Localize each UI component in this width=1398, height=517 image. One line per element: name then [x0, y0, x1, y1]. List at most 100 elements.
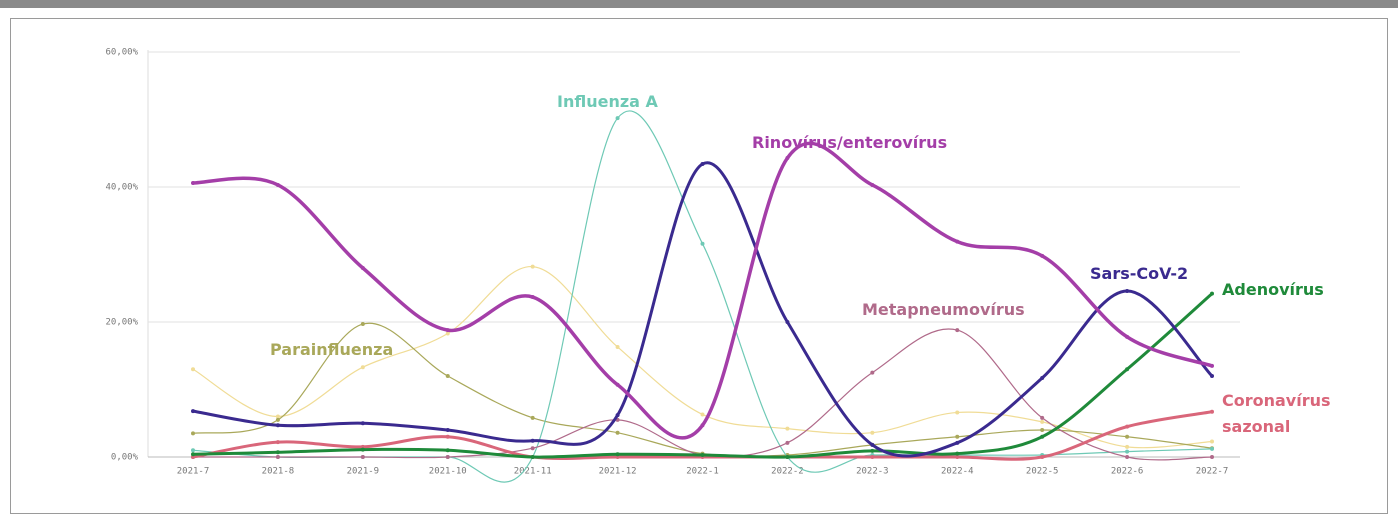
data-point [530, 295, 535, 300]
data-point [1210, 363, 1214, 368]
data-point [1210, 446, 1214, 451]
data-point [870, 442, 875, 447]
series-line [192, 161, 1214, 458]
chart-frame [10, 18, 1388, 514]
data-point [615, 116, 620, 121]
data-point [445, 428, 450, 432]
series-label: Sars-CoV-2 [1090, 264, 1189, 283]
x-tick-label: 2022-5 [1026, 467, 1059, 477]
data-point [955, 451, 960, 456]
data-point [275, 417, 280, 422]
data-point [1125, 288, 1130, 293]
series-label: Adenovírus [1222, 280, 1324, 299]
data-point [785, 155, 790, 160]
data-point [700, 241, 705, 246]
x-tick-label: 2022-2 [771, 467, 804, 477]
data-point [615, 452, 620, 457]
data-point [615, 413, 620, 418]
x-tick-label: 2021-7 [177, 467, 210, 477]
data-point [1125, 367, 1130, 372]
data-point [360, 447, 365, 452]
x-tick-label: 2022-3 [856, 467, 889, 477]
data-point [1125, 334, 1130, 339]
data-point [530, 264, 535, 269]
data-point [870, 455, 875, 459]
data-point [275, 455, 280, 459]
y-tick-label: 20,00% [105, 318, 138, 328]
data-point [275, 414, 280, 419]
data-point [955, 239, 960, 244]
data-point [191, 448, 195, 453]
data-point [1210, 409, 1214, 414]
y-tick-label: 40,00% [105, 183, 138, 193]
data-point [1040, 376, 1045, 381]
data-point [530, 455, 535, 459]
x-tick-label: 2021-12 [599, 467, 637, 477]
data-point [955, 455, 960, 459]
data-point [1210, 291, 1214, 296]
data-point [191, 180, 195, 185]
x-tick-label: 2021-10 [429, 467, 467, 477]
data-point [445, 331, 450, 336]
series-label: Coronavírus sazonal [1222, 391, 1331, 436]
data-point [530, 446, 535, 451]
x-tick-label: 2022-7 [1196, 467, 1229, 477]
data-point [1125, 449, 1130, 454]
x-tick-label: 2022-1 [686, 467, 719, 477]
data-point [870, 370, 875, 375]
data-point [615, 430, 620, 435]
data-point [700, 162, 705, 167]
data-point [1210, 439, 1214, 444]
data-point [870, 448, 875, 453]
x-tick-label: 2021-11 [514, 467, 552, 477]
top-bar [0, 0, 1398, 8]
data-point [360, 322, 365, 327]
data-point [700, 412, 705, 417]
data-point [191, 452, 195, 457]
series-label: Influenza A [557, 92, 658, 111]
data-point [275, 182, 280, 187]
data-point [360, 266, 365, 270]
data-point [955, 328, 960, 333]
data-point [1210, 455, 1214, 459]
x-tick-label: 2021-9 [347, 467, 380, 477]
data-point [360, 455, 365, 459]
data-point [1125, 424, 1130, 429]
y-tick-label: 60,00% [105, 48, 138, 58]
data-point [360, 365, 365, 370]
data-point [870, 430, 875, 435]
data-point [1040, 434, 1045, 439]
data-point [1040, 253, 1045, 258]
data-point [1040, 455, 1045, 459]
data-point [785, 455, 790, 459]
data-point [1125, 434, 1130, 439]
data-point [191, 367, 195, 372]
series-line [192, 292, 1213, 459]
data-point [1040, 419, 1045, 424]
data-point [785, 320, 790, 324]
data-point [870, 182, 875, 187]
data-point [275, 423, 280, 428]
x-tick-label: 2022-6 [1111, 467, 1144, 477]
data-point [955, 434, 960, 439]
data-point [955, 410, 960, 415]
data-point [785, 426, 790, 431]
data-point [1125, 444, 1130, 449]
series-label: Metapneumovírus [862, 300, 1025, 319]
data-point [275, 440, 280, 445]
data-point [700, 452, 705, 457]
data-point [275, 450, 280, 455]
series-label: Parainfluenza [270, 340, 394, 359]
data-point [445, 374, 450, 378]
data-point [615, 382, 620, 387]
x-tick-label: 2022-4 [941, 467, 974, 477]
data-point [530, 438, 535, 443]
data-point [360, 421, 365, 426]
y-tick-label: 0,00% [111, 453, 139, 463]
data-point [785, 440, 790, 445]
data-point [700, 423, 705, 428]
data-point [955, 440, 960, 445]
data-point [445, 328, 450, 333]
